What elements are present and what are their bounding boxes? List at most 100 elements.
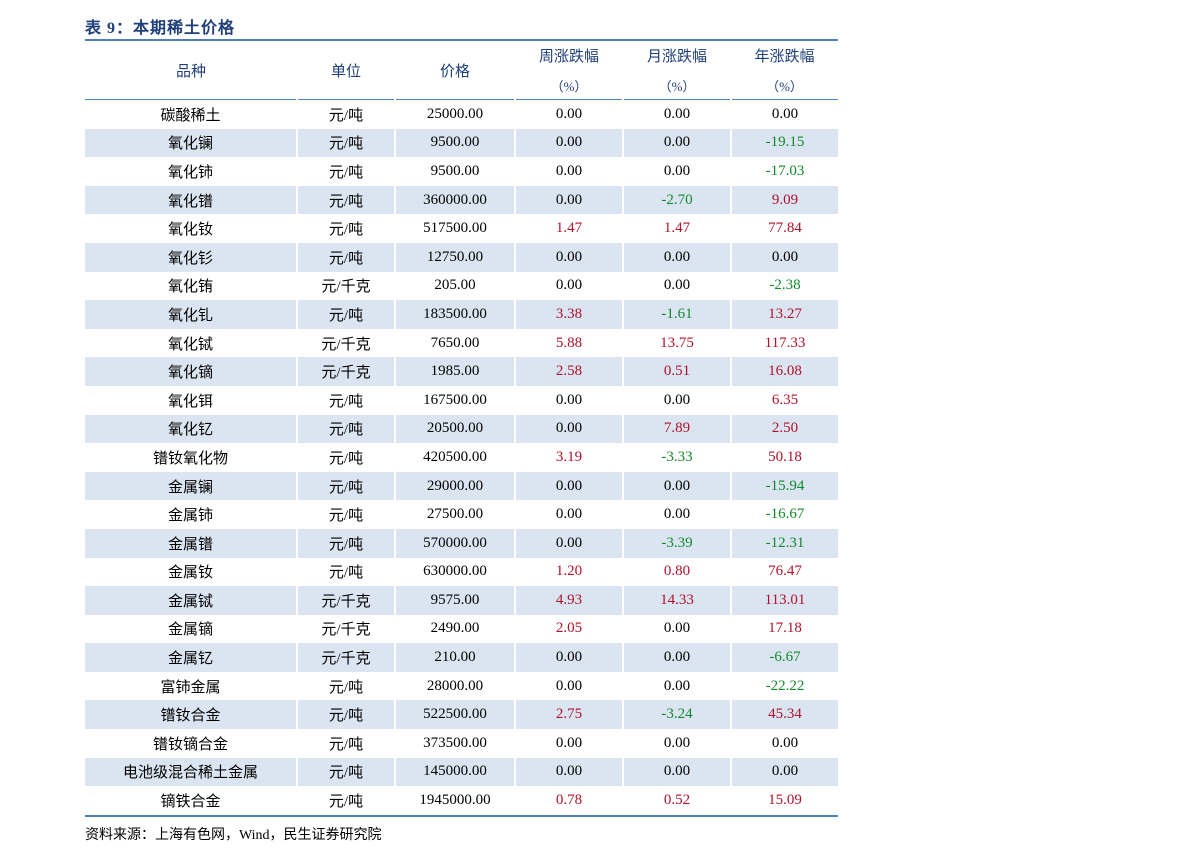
header-unit: （%）	[550, 79, 588, 94]
change-cell: 4.93	[515, 586, 624, 615]
table-row: 氧化铽 元/千克 7650.00 5.88 13.75 117.33	[85, 328, 838, 358]
table-row: 富铈金属 元/吨 28000.00 0.00 0.00 -22.22	[85, 671, 838, 701]
unit-cell: 元/吨	[297, 99, 396, 129]
price-cell: 7650.00	[395, 328, 516, 358]
table-row: 氧化铒 元/吨 167500.00 0.00 0.00 6.35	[85, 385, 838, 415]
price-cell: 517500.00	[395, 214, 516, 243]
change-cell: -2.38	[769, 277, 801, 294]
price-cell: 12750.00	[395, 242, 516, 272]
change-cell: 0.52	[623, 786, 732, 817]
item-cell: 氧化铈	[85, 157, 298, 186]
change-cell: 0.00	[623, 271, 732, 301]
table-title: 表 9：本期稀土价格	[85, 20, 236, 37]
item-cell: 氧化铕	[85, 271, 298, 301]
change-cell: 7.89	[623, 414, 732, 444]
table-row: 氧化镨 元/吨 360000.00 0.00 -2.70 9.09	[85, 185, 838, 215]
change-cell: 0.00	[731, 757, 838, 787]
change-cell: 0.00	[623, 385, 732, 415]
change-cell: 0.00	[515, 643, 624, 672]
header-label: 品种	[175, 63, 206, 80]
header-label: 单位	[330, 63, 361, 80]
header-label: 月涨跌幅	[646, 49, 707, 65]
price-cell: 522500.00	[395, 700, 516, 730]
table-row: 氧化镧 元/吨 9500.00 0.00 0.00 -19.15	[85, 128, 838, 158]
table-row: 氧化钆 元/吨 183500.00 3.38 -1.61 13.27	[85, 300, 838, 329]
price-cell: 25000.00	[395, 99, 516, 129]
change-cell: 0.00	[623, 614, 732, 644]
change-cell: -16.67	[765, 506, 805, 523]
change-cell: 0.00	[623, 128, 732, 158]
table-row: 金属钇 元/千克 210.00 0.00 0.00 -6.67	[85, 643, 838, 672]
table-row: 镝铁合金 元/吨 1945000.00 0.78 0.52 15.09	[85, 786, 838, 817]
unit-cell: 元/吨	[297, 185, 396, 215]
price-cell: 27500.00	[395, 500, 516, 529]
item-cell: 氧化钕	[85, 214, 298, 243]
change-cell: 0.00	[515, 271, 624, 301]
item-cell: 氧化镨	[85, 185, 298, 215]
price-cell: 420500.00	[395, 443, 516, 472]
price-cell: 9500.00	[395, 157, 516, 186]
change-cell: 3.19	[515, 443, 624, 472]
item-cell: 金属镨	[85, 528, 298, 558]
change-cell: 13.75	[623, 328, 732, 358]
unit-cell: 元/吨	[297, 757, 396, 787]
change-cell: 0.00	[623, 643, 732, 672]
item-cell: 碳酸稀土	[85, 99, 298, 129]
unit-cell: 元/吨	[297, 786, 396, 817]
change-cell: 13.27	[731, 300, 838, 329]
item-cell: 氧化钇	[85, 414, 298, 444]
change-cell: -17.03	[765, 162, 805, 179]
table-row: 氧化钇 元/吨 20500.00 0.00 7.89 2.50	[85, 414, 838, 444]
header-cell: 月涨跌幅 （%）	[623, 39, 731, 100]
price-table: 品种 单位 价格 周涨跌幅 （%） 月涨跌幅 （%） 年涨跌幅 （%） 碳酸稀土 元/吨 25000…	[85, 39, 838, 817]
unit-cell: 元/吨	[297, 471, 396, 501]
price-cell: 373500.00	[395, 729, 516, 758]
change-cell: 77.84	[768, 220, 802, 237]
change-cell: 6.35	[771, 391, 799, 408]
change-cell: 1.20	[515, 557, 624, 587]
header-cell: 品种	[85, 39, 297, 100]
unit-cell: 元/吨	[297, 671, 396, 701]
unit-cell: 元/千克	[297, 271, 396, 301]
table-row: 电池级混合稀土金属 元/吨 145000.00 0.00 0.00 0.00	[85, 757, 838, 787]
change-cell: 0.00	[515, 729, 624, 758]
change-cell: 50.18	[768, 448, 802, 465]
change-cell: 0.78	[515, 786, 624, 817]
item-cell: 金属钕	[85, 557, 298, 587]
change-cell: 14.33	[623, 586, 732, 615]
change-cell: 0.00	[515, 671, 624, 701]
item-cell: 镝铁合金	[85, 786, 298, 817]
table-row: 氧化镝 元/千克 1985.00 2.58 0.51 16.08	[85, 357, 838, 386]
change-cell: 5.88	[515, 328, 624, 358]
change-cell: -3.24	[623, 700, 732, 730]
unit-cell: 元/吨	[297, 242, 396, 272]
table-row: 氧化铕 元/千克 205.00 0.00 0.00 -2.38	[85, 271, 838, 301]
item-cell: 氧化钐	[85, 242, 298, 272]
item-cell: 氧化铒	[85, 385, 298, 415]
item-cell: 金属镝	[85, 614, 298, 644]
change-cell: 2.58	[515, 357, 624, 386]
change-cell: 17.18	[768, 620, 802, 637]
change-cell: 0.51	[623, 357, 732, 386]
item-cell: 金属铽	[85, 586, 298, 615]
change-cell: 0.00	[515, 500, 624, 529]
unit-cell: 元/吨	[297, 128, 396, 158]
unit-cell: 元/吨	[297, 528, 396, 558]
unit-cell: 元/千克	[297, 614, 396, 644]
header-row: 品种 单位 价格 周涨跌幅 （%） 月涨跌幅 （%） 年涨跌幅 （%）	[85, 39, 838, 100]
item-cell: 金属镧	[85, 471, 298, 501]
source-note: 资料来源：上海有色网，Wind，民生证券研究院	[85, 828, 382, 843]
change-cell: 16.08	[731, 357, 838, 386]
change-cell: 0.00	[623, 242, 732, 272]
change-cell: 0.00	[623, 471, 732, 501]
price-cell: 2490.00	[395, 614, 516, 644]
change-cell: 113.01	[731, 586, 838, 615]
price-cell: 210.00	[395, 643, 516, 672]
change-cell: 3.38	[515, 300, 624, 329]
price-cell: 20500.00	[395, 414, 516, 444]
price-cell: 570000.00	[395, 528, 516, 558]
change-cell: -15.94	[731, 471, 838, 501]
change-cell: 45.34	[731, 700, 838, 730]
table-row: 氧化钕 元/吨 517500.00 1.47 1.47 77.84	[85, 214, 838, 243]
change-cell: 0.00	[623, 671, 732, 701]
